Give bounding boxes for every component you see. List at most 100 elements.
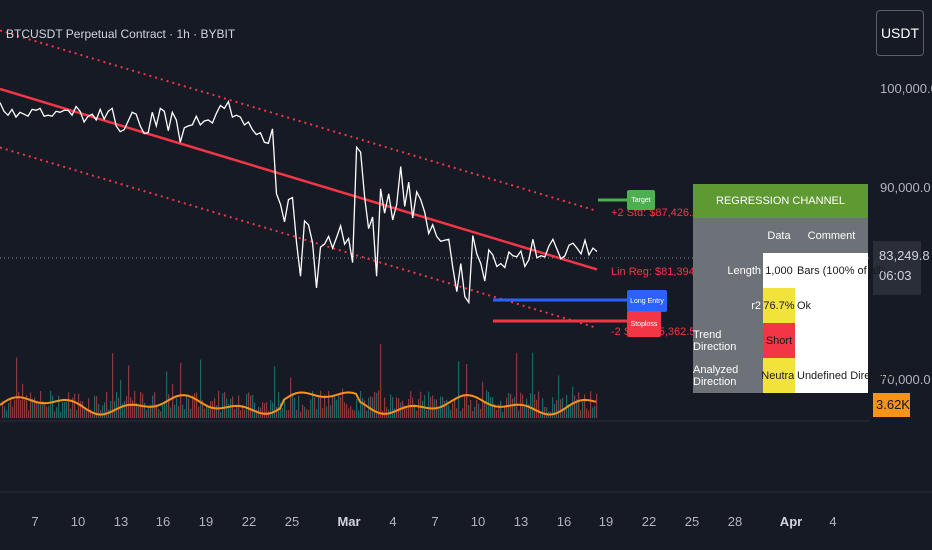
volume-bar <box>308 409 310 418</box>
volume-bar <box>386 407 388 418</box>
volume-bar <box>76 410 78 418</box>
volume-bar <box>194 392 196 418</box>
volume-bar <box>166 371 168 418</box>
volume-bar <box>244 409 246 418</box>
volume-bar <box>122 403 124 418</box>
volume-bar <box>176 398 178 418</box>
volume-bar <box>96 396 98 418</box>
volume-bar <box>186 395 188 418</box>
volume-bar <box>110 401 112 418</box>
volume-bar <box>494 404 496 418</box>
volume-bar <box>252 394 254 418</box>
volume-bar <box>396 397 398 418</box>
entry-tag: Long Entry <box>627 290 667 312</box>
x-tick-label: 28 <box>727 514 743 529</box>
volume-bar <box>124 400 126 418</box>
volume-bar <box>564 409 566 418</box>
volume-bar <box>580 410 582 418</box>
y-tick-label: 90,000.0 <box>880 180 931 195</box>
header-data: Data <box>763 218 795 253</box>
volume-bar <box>144 402 146 418</box>
x-tick-label: 25 <box>684 514 700 529</box>
volume-bar <box>404 405 406 418</box>
volume-bar <box>392 397 394 418</box>
volume-bar <box>594 405 596 418</box>
volume-bar <box>78 393 80 418</box>
volume-bar <box>354 410 356 418</box>
linreg-line <box>0 87 598 271</box>
currency-button[interactable]: USDT <box>876 10 924 56</box>
target-tag: Target <box>627 190 655 210</box>
volume-bar <box>298 395 300 418</box>
volume-bar <box>202 400 204 418</box>
volume-bar <box>318 395 320 418</box>
volume-bar <box>156 407 158 418</box>
volume-bar <box>154 392 156 418</box>
volume-bar <box>552 397 554 418</box>
row-comment: Bars (100% of all) <box>795 253 884 288</box>
volume-bar <box>50 390 52 418</box>
volume-bar <box>322 408 324 418</box>
volume-bar <box>180 362 182 418</box>
volume-bar <box>464 394 466 418</box>
volume-bar <box>360 391 362 418</box>
volume-bar <box>188 398 190 418</box>
volume-bar <box>158 409 160 418</box>
volume-bar <box>268 411 270 418</box>
volume-bar <box>408 398 410 418</box>
row-label: r2 <box>693 288 763 323</box>
volume-bar <box>328 391 330 418</box>
header-comment: Comment <box>795 218 868 253</box>
volume-bar <box>472 410 474 418</box>
volume-bar <box>334 396 336 418</box>
volume-bar <box>160 411 162 418</box>
volume-bar <box>526 398 528 418</box>
volume-bar <box>224 391 226 418</box>
volume-bar <box>234 409 236 418</box>
volume-bar <box>264 403 266 418</box>
bar-countdown: 06:03 <box>879 268 912 283</box>
regression-table-header: Data Comment <box>693 218 868 253</box>
volume-bar <box>560 399 562 418</box>
volume-bar <box>546 407 548 418</box>
volume-bar <box>4 406 6 418</box>
volume-bar <box>352 409 354 418</box>
volume-bar <box>94 395 96 418</box>
volume-bar <box>52 395 54 418</box>
regression-table-title: REGRESSION CHANNEL <box>693 184 868 218</box>
x-tick-label: 7 <box>431 514 439 529</box>
volume-bar <box>358 410 360 418</box>
x-tick-label: 16 <box>155 514 171 529</box>
volume-bar <box>46 406 48 418</box>
volume-bar <box>362 398 364 418</box>
volume-bar <box>8 402 10 418</box>
volume-bar <box>428 391 430 418</box>
volume-bar <box>292 393 294 418</box>
volume-bar <box>88 398 90 418</box>
volume-bar <box>570 406 572 418</box>
volume-bar <box>554 403 556 418</box>
volume-bar <box>376 392 378 418</box>
volume-bar <box>296 409 298 418</box>
volume-bar <box>24 399 26 418</box>
volume-bar <box>466 363 468 418</box>
volume-bar <box>370 396 372 418</box>
volume-bar <box>286 409 288 418</box>
volume-bar <box>460 411 462 418</box>
volume-bar <box>416 410 418 418</box>
volume-bar <box>592 407 594 418</box>
volume-bar <box>58 395 60 418</box>
volume-bar <box>170 407 172 418</box>
volume-bar <box>320 390 322 418</box>
x-tick-label: 13 <box>513 514 529 529</box>
volume-bar <box>246 394 248 418</box>
volume-bar <box>498 404 500 418</box>
volume-bar <box>178 405 180 418</box>
volume-bar <box>338 395 340 418</box>
volume-bar <box>310 399 312 418</box>
volume-bar <box>568 404 570 418</box>
volume-bar <box>28 410 30 418</box>
volume-bar <box>272 402 274 418</box>
row-data: Neutral <box>761 358 797 393</box>
